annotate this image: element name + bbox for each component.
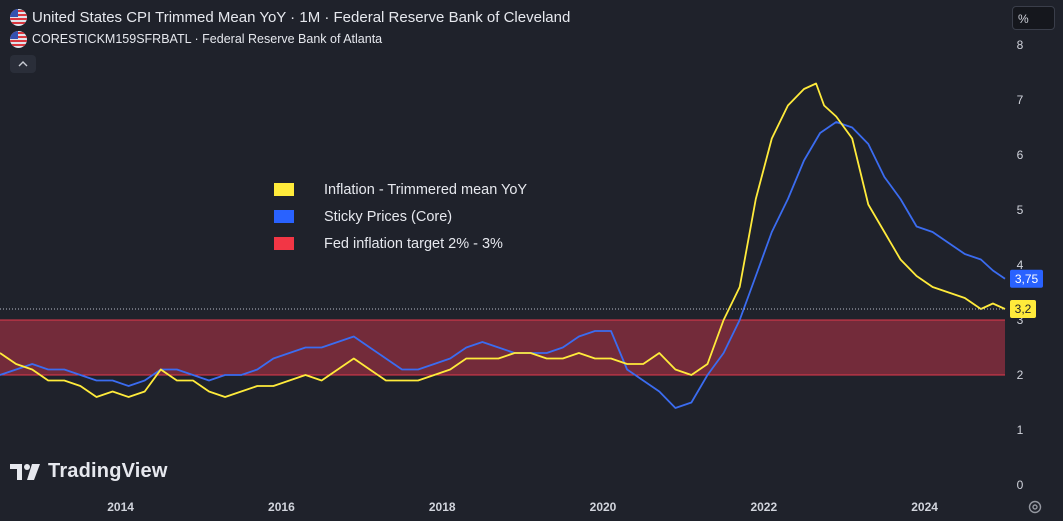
x-tick-label: 2016: [268, 500, 295, 514]
axis-layer: 0 1 2 3 4 5 6 7 8 2014 2016 2018 2020 2022 2024: [107, 38, 1023, 514]
legend-item-target: Fed inflation target 2% - 3%: [274, 230, 527, 257]
target-band-area: [0, 320, 1005, 375]
x-tick-label: 2022: [750, 500, 777, 514]
legend-item-trimmed: Inflation - Trimmered mean YoY: [274, 176, 527, 203]
x-tick-label: 2020: [590, 500, 617, 514]
us-flag-icon: [10, 8, 27, 26]
chevron-up-icon: [18, 61, 28, 67]
y-tick-label: 3: [1017, 313, 1024, 327]
tradingview-logo-icon: [10, 463, 40, 480]
y-tick-label: 2: [1017, 368, 1024, 382]
svg-text:3,2: 3,2: [1015, 302, 1032, 316]
x-tick-label: 2024: [911, 500, 938, 514]
collapse-legend-button[interactable]: [10, 55, 36, 73]
legend-label-target: Fed inflation target 2% - 3%: [324, 235, 503, 252]
legend-swatch-target: [274, 237, 294, 250]
y-tick-label: 6: [1017, 148, 1024, 162]
last-value-label-trimmed: 3,2: [1010, 300, 1036, 318]
series-layer: [0, 82, 1006, 409]
chart-header: United States CPI Trimmed Mean YoY · 1M …: [10, 6, 570, 50]
y-tick-label: 1: [1017, 423, 1024, 437]
brand-name: TradingView: [48, 460, 168, 482]
x-tick-label: 2014: [107, 500, 134, 514]
legend-swatch-sticky: [274, 210, 294, 223]
target-band-layer: [0, 319, 1005, 376]
series-line-sticky-prices[interactable]: [0, 121, 1006, 409]
y-tick-label: 0: [1017, 478, 1024, 492]
legend-label-trimmed: Inflation - Trimmered mean YoY: [324, 181, 528, 198]
settings-gear-icon[interactable]: [1026, 498, 1044, 516]
y-tick-label: 7: [1017, 93, 1024, 107]
series-title-1[interactable]: United States CPI Trimmed Mean YoY · 1M …: [32, 8, 571, 26]
y-tick-label: 8: [1017, 38, 1024, 52]
chart-legend: Inflation - Trimmered mean YoY Sticky Pr…: [274, 176, 527, 257]
unit-selector[interactable]: %: [1012, 6, 1055, 30]
x-tick-label: 2018: [429, 500, 456, 514]
us-flag-icon: [10, 30, 27, 48]
last-value-label-sticky: 3,75: [1010, 269, 1043, 288]
y-tick-label: 5: [1017, 203, 1024, 217]
legend-item-sticky: Sticky Prices (Core): [274, 203, 527, 230]
series-line-trimmed-mean[interactable]: [0, 82, 1006, 398]
tradingview-logo[interactable]: TradingView: [10, 460, 168, 483]
series-title-2[interactable]: CORESTICKM159SFRBATL · Federal Reserve B…: [32, 32, 383, 46]
y-tick-label: 4: [1017, 258, 1024, 272]
legend-swatch-trimmed: [274, 183, 294, 196]
svg-text:3,75: 3,75: [1015, 272, 1039, 286]
legend-label-sticky: Sticky Prices (Core): [324, 208, 453, 225]
price-label-layer: 3,75 3,2: [1010, 269, 1043, 318]
